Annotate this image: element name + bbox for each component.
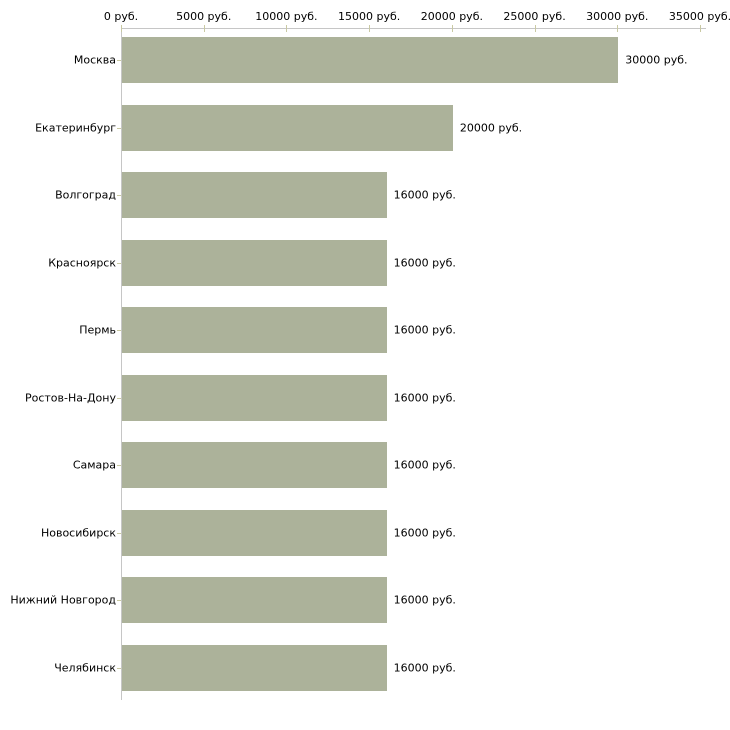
y-tick-mark — [117, 60, 121, 61]
x-tick-label: 25000 руб. — [503, 10, 566, 23]
bar-value-label: 30000 руб. — [625, 53, 688, 67]
y-tick-mark — [117, 195, 121, 196]
category-label: Волгоград — [55, 188, 116, 202]
y-tick-mark — [117, 465, 121, 466]
bar-value-label: 20000 руб. — [459, 121, 523, 134]
bar-value-label: 16000 руб. — [393, 526, 456, 539]
bar — [122, 442, 387, 488]
bar — [122, 104, 453, 151]
bar — [122, 577, 387, 623]
bar-value-label: 16000 руб. — [393, 593, 456, 607]
y-tick-mark — [117, 600, 121, 601]
x-tick-mark — [203, 25, 205, 32]
bar — [122, 509, 387, 556]
x-axis-line — [121, 28, 706, 29]
bar-value-label: 16000 руб. — [393, 256, 456, 269]
x-tick-mark — [369, 25, 371, 32]
category-label: Новосибирск — [40, 526, 116, 539]
category-label: Екатеринбург — [35, 121, 116, 134]
x-tick-label: 5000 руб. — [176, 10, 232, 23]
category-label: Москва — [73, 53, 116, 67]
x-tick-mark — [534, 25, 536, 32]
x-tick-label: 30000 руб. — [586, 10, 649, 23]
category-label: Челябинск — [54, 661, 116, 674]
x-tick-label: 0 руб. — [103, 10, 139, 23]
category-label: Красноярск — [48, 256, 116, 269]
y-tick-mark — [117, 330, 121, 331]
x-tick-mark — [700, 25, 701, 32]
bar-value-label: 16000 руб. — [393, 661, 456, 674]
category-label: Пермь — [79, 323, 116, 337]
category-label: Нижний Новгород — [10, 593, 116, 607]
x-tick-mark — [451, 25, 453, 32]
bar-value-label: 16000 руб. — [393, 391, 456, 404]
x-tick-mark — [617, 25, 619, 32]
category-label: Ростов-На-Дону — [24, 391, 116, 404]
y-tick-mark — [117, 127, 121, 129]
x-tick-mark — [121, 25, 122, 32]
bar-value-label: 16000 руб. — [393, 458, 456, 472]
category-label: Самара — [72, 458, 116, 472]
bar — [122, 172, 387, 218]
x-tick-label: 10000 руб. — [255, 10, 318, 23]
bar-value-label: 16000 руб. — [393, 188, 456, 202]
bar — [122, 239, 387, 286]
x-tick-label: 35000 руб. — [668, 10, 730, 23]
y-tick-mark — [117, 397, 121, 399]
x-tick-mark — [286, 25, 288, 32]
y-tick-mark — [117, 262, 121, 264]
y-tick-mark — [117, 667, 121, 669]
x-tick-label: 15000 руб. — [338, 10, 401, 23]
x-tick-label: 20000 руб. — [420, 10, 483, 23]
bar — [122, 644, 387, 691]
bar — [122, 37, 619, 83]
bar-value-label: 16000 руб. — [393, 323, 456, 337]
bar — [122, 307, 387, 353]
y-axis-line — [121, 28, 122, 700]
bar — [122, 374, 387, 421]
y-tick-mark — [117, 532, 121, 534]
